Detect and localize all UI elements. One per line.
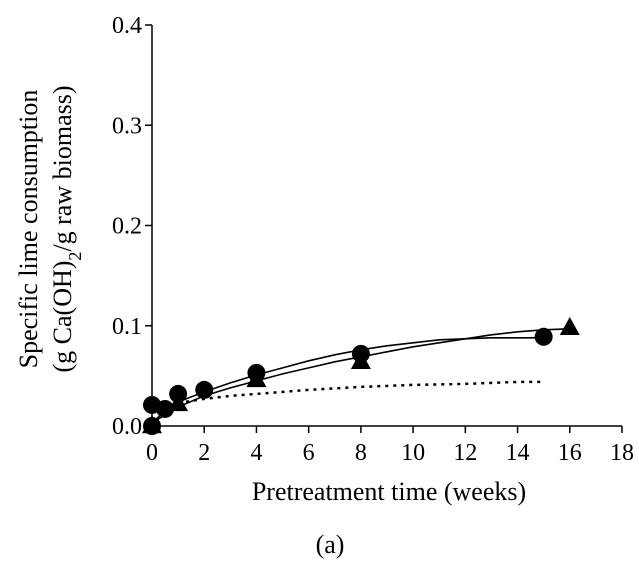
y-axis-title-subscript: 2 [65, 252, 85, 261]
x-tick-label: 14 [506, 440, 530, 466]
series-2-fit-line [151, 328, 570, 424]
series-2-point [350, 351, 371, 370]
x-tick-label: 18 [610, 440, 634, 466]
y-tick-label: 0.2 [112, 214, 142, 240]
series-3-fit-line [177, 380, 544, 405]
y-tick-label: 0.0 [112, 414, 142, 440]
series-1-fit-line [151, 336, 544, 424]
x-tick-label: 6 [303, 440, 315, 466]
y-tick-label: 0.1 [112, 314, 142, 340]
series-2-point [246, 369, 267, 388]
series-2-point [142, 415, 162, 434]
y-tick-label: 0.4 [112, 13, 142, 39]
tick-labels: 0 2 4 6 8 10 12 14 16 18 0.0 0.1 0.2 0.3 0.4 [112, 13, 634, 466]
fit-lines [151, 328, 570, 424]
y-tick-label: 0.3 [112, 113, 142, 139]
figure-caption: (a) [316, 530, 345, 559]
series-1-point [534, 327, 553, 346]
x-tick-label: 10 [401, 440, 425, 466]
x-tick-label: 4 [250, 440, 262, 466]
y-axis-title-part-2: /g raw biomass) [48, 85, 77, 251]
series-1-point [195, 380, 214, 399]
markers [142, 316, 580, 435]
x-tick-label: 2 [198, 440, 210, 466]
x-tick-label: 16 [558, 440, 582, 466]
x-tick-label: 0 [146, 440, 158, 466]
series-1-point [156, 399, 175, 418]
y-axis-title-line-1: Specific lime consumption [14, 90, 43, 369]
x-axis-title: Pretreatment time (weeks) [252, 477, 526, 506]
axes [145, 24, 623, 433]
x-tick-label: 8 [355, 440, 367, 466]
x-tick-label: 12 [453, 440, 477, 466]
series-2-point [168, 393, 189, 412]
y-axis-title-part-1: (g Ca(OH) [48, 261, 77, 373]
series-2-point [559, 316, 580, 335]
y-axis-title-line-2: (g Ca(OH)2/g raw biomass) [48, 85, 85, 372]
